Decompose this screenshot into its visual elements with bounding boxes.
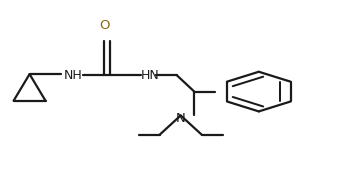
Text: O: O xyxy=(99,19,109,32)
Text: HN: HN xyxy=(141,69,160,82)
Text: NH: NH xyxy=(64,69,83,82)
Text: N: N xyxy=(176,112,186,125)
